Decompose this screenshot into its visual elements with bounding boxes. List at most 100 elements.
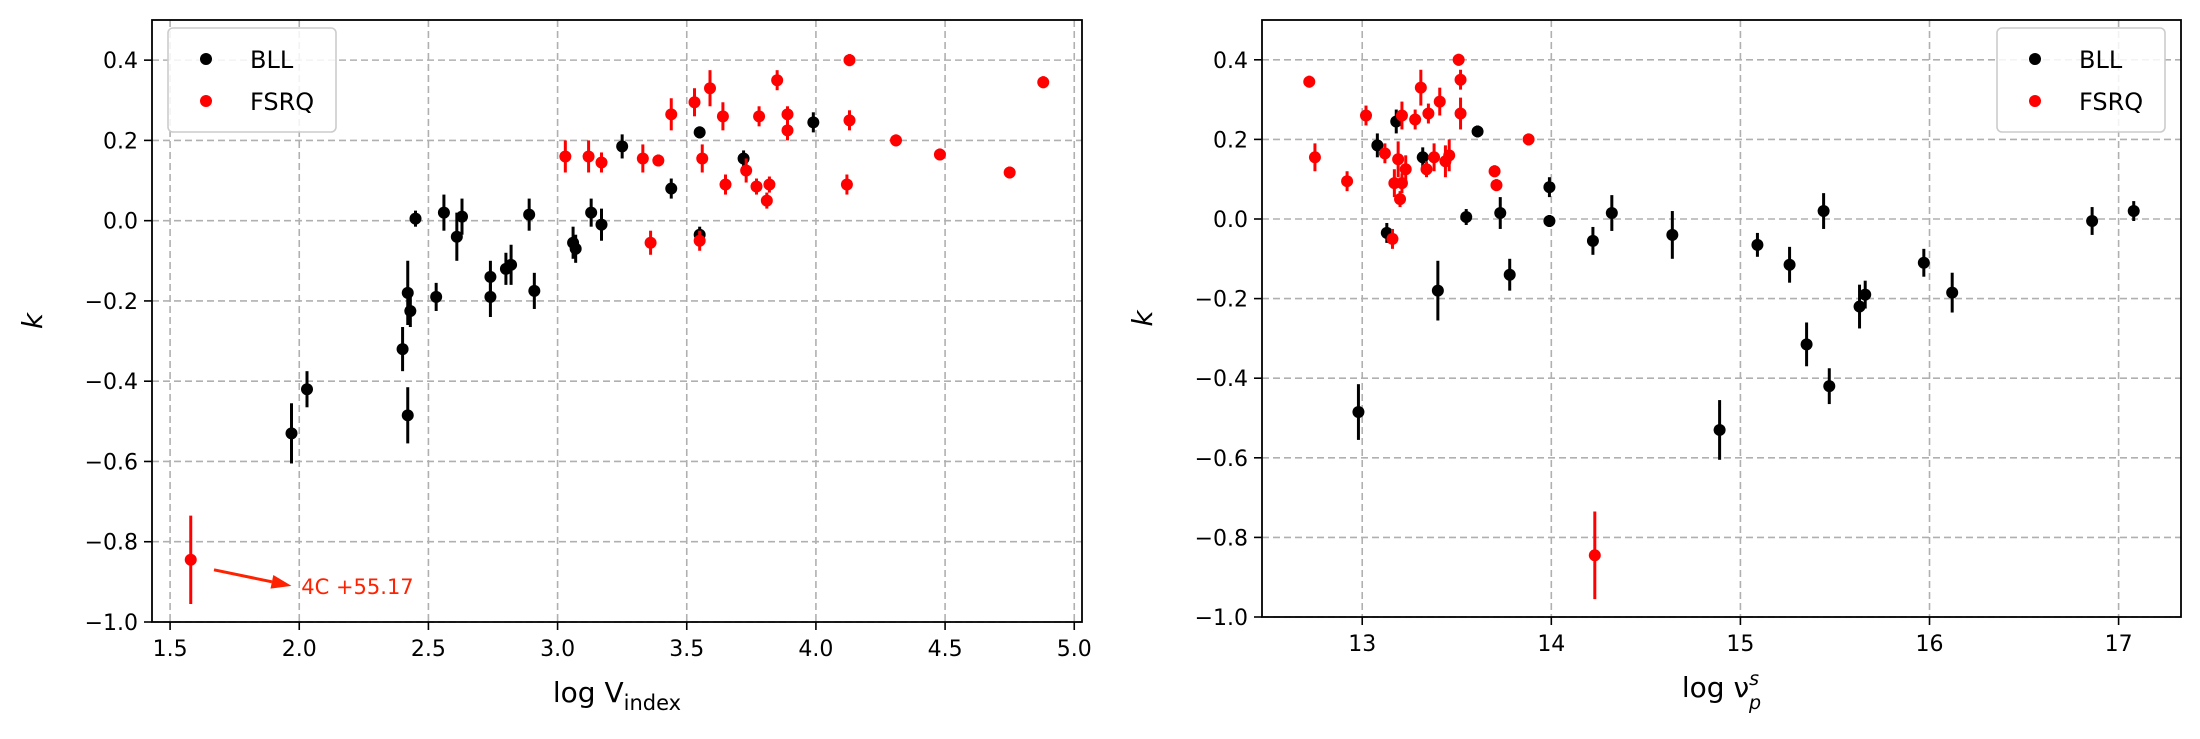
y-tick-label: 0.4 [1213,49,1248,74]
marker [430,290,443,303]
data-point [450,212,463,261]
series-bll [285,112,820,464]
marker [1386,232,1399,245]
data-point [1488,165,1501,178]
legend: BLL FSRQ [167,27,337,133]
data-point [665,98,678,131]
marker [688,96,701,109]
data-point [688,88,701,117]
marker [2086,214,2099,227]
marker [1431,284,1444,297]
data-point [523,198,536,231]
y-tick-label: 0.2 [1213,128,1248,153]
marker [1946,286,1959,299]
data-point [652,154,665,167]
x-tick-label: 17 [2105,632,2133,657]
annotation-label: 4C +55.17 [301,575,413,599]
marker [1378,147,1391,160]
data-point [1443,139,1456,172]
marker [396,343,409,356]
annotation-arrow [213,568,273,584]
marker [1414,81,1427,94]
x-tick-label: 1.5 [153,637,188,662]
x-tick-label: 4.5 [928,637,963,662]
data-point [456,198,468,235]
data-point [753,106,766,127]
data-point [184,515,197,604]
data-point [484,276,497,317]
x-tick-label: 15 [1726,632,1754,657]
y-tick-label: 0.4 [103,49,138,74]
marker [1751,238,1764,251]
marker [585,206,598,219]
marker [1586,234,1599,247]
marker [401,286,414,299]
data-point [437,194,450,231]
y-tick-label: −0.2 [1195,288,1248,313]
data-point [1454,69,1467,90]
data-point [1420,161,1433,178]
data-point [843,54,856,67]
marker [437,206,450,219]
legend-marker [2029,53,2041,65]
marker [719,178,732,191]
x-tick-label: 3.0 [540,637,575,662]
marker [665,108,678,121]
legend-box [167,27,337,133]
marker [716,110,729,123]
data-point [595,208,608,241]
data-point [1308,143,1321,172]
data-point [285,403,298,464]
legend-marker [200,95,212,107]
marker [807,116,820,129]
series-fsrq [184,54,1050,604]
marker [616,140,629,153]
data-point [1543,214,1556,227]
data-point [1037,76,1050,89]
marker [1488,165,1501,178]
marker [1783,258,1796,271]
y-axis-label: k [1126,309,1159,327]
series-fsrq [1303,53,1601,600]
marker [1452,53,1465,66]
marker [1360,109,1373,122]
right-panel: 13 14 15 16 17 −1.0 −0.8 −0.6 −0.4 −0.2 0.0 0.2 0.4 l… [1126,19,2182,714]
annotation-arrowhead [270,574,292,589]
data-point [528,272,541,309]
data-point [1460,209,1473,225]
y-tick-label: −0.4 [85,370,138,395]
marker [760,194,773,207]
data-point [693,126,706,139]
marker [1460,211,1473,224]
legend-box [1996,27,2166,133]
marker [404,304,417,317]
data-point [719,174,732,195]
y-tick-label: −0.4 [1195,367,1248,392]
marker [1392,153,1405,166]
data-point [750,178,763,195]
series-bll [1352,109,2140,460]
marker [696,152,709,165]
x-tick-label: 5.0 [1057,637,1092,662]
marker [1428,151,1441,164]
marker [1399,163,1412,176]
marker [740,164,753,177]
marker [1371,139,1384,152]
marker [737,152,750,165]
data-point [890,134,902,147]
marker [595,156,608,169]
legend-label: BLL [2079,46,2123,74]
data-point [1588,511,1601,600]
data-point [1783,246,1796,283]
legend-label: FSRQ [2079,88,2143,116]
data-point [1392,141,1405,178]
y-axis-label: k [16,311,49,329]
marker [456,210,468,223]
x-tick-label: 2.5 [411,637,446,662]
data-point [2086,207,2099,235]
data-point [1414,69,1427,106]
data-point [1605,195,1618,231]
marker [1433,95,1446,108]
y-tick-label: −0.6 [1195,447,1248,472]
data-point [2127,201,2140,221]
